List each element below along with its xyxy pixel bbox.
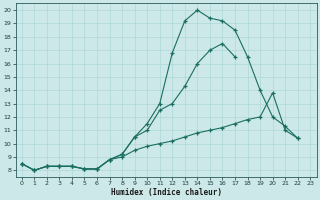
X-axis label: Humidex (Indice chaleur): Humidex (Indice chaleur)	[110, 188, 221, 197]
